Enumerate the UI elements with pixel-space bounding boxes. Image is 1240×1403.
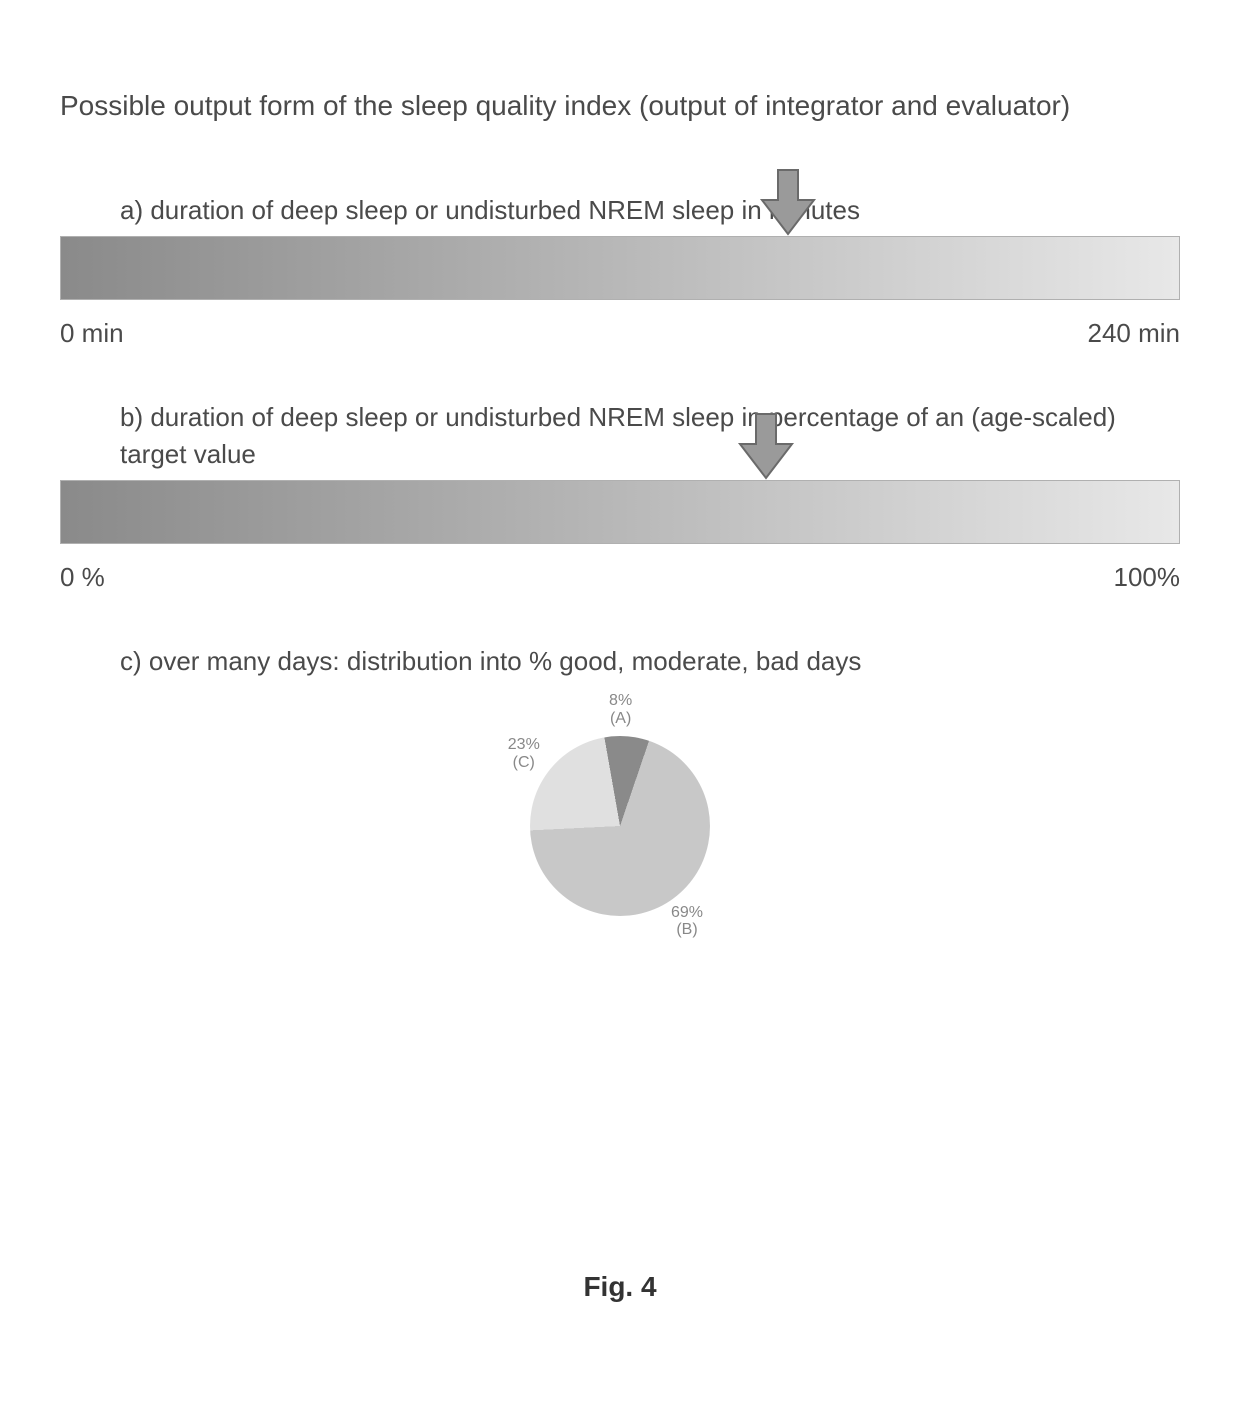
gauge-a-label: a) duration of deep sleep or undisturbed… [120,192,1180,228]
arrow-down-icon [758,168,818,238]
gauge-b-min: 0 % [60,562,105,593]
pie-chart [530,736,710,916]
gauge-b-bar [60,480,1180,544]
pie-c: 8%(A)69%(B)23%(C) [490,700,750,960]
pie-slice-label-a: 8%(A) [609,692,632,727]
arrow-down-icon [736,412,796,482]
figure-caption: Fig. 4 [0,1271,1240,1303]
gauge-a-axis: 0 min 240 min [60,318,1180,349]
pie-slice-label-b: 69%(B) [671,904,703,939]
gauge-a-bar [60,236,1180,300]
gauge-b-axis: 0 % 100% [60,562,1180,593]
pie-slice-label-c: 23%(C) [508,736,540,771]
pie-c-label: c) over many days: distribution into % g… [120,643,1180,679]
gauge-a-max: 240 min [1088,318,1181,349]
gauge-a [60,236,1180,300]
gauge-b-max: 100% [1114,562,1181,593]
page-title: Possible output form of the sleep qualit… [60,90,1180,122]
gauge-a-min: 0 min [60,318,124,349]
gauge-b [60,480,1180,544]
gauge-b-label: b) duration of deep sleep or undisturbed… [120,399,1180,472]
